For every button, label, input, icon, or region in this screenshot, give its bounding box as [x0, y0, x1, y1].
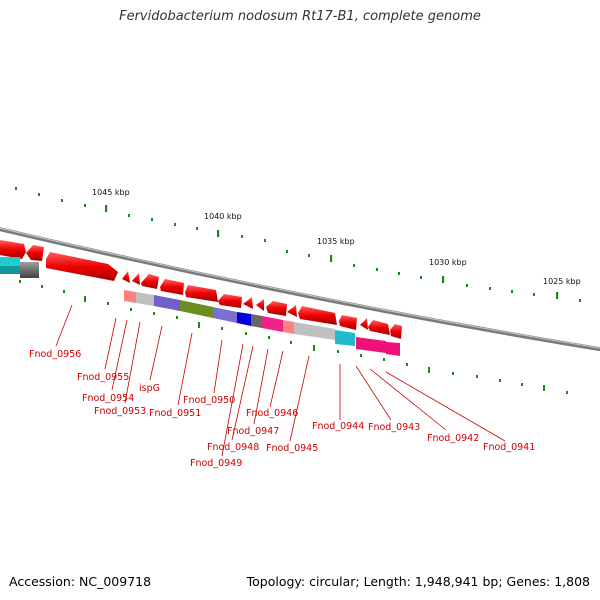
gene-label-fnod-0950: Fnod_0950 — [183, 395, 235, 406]
scale-label-1040: 1040 kbp — [204, 212, 242, 221]
gene-label-fnod-0944: Fnod_0944 — [312, 421, 364, 432]
gene-label-fnod-0956: Fnod_0956 — [29, 349, 81, 360]
gene-label-fnod-0947: Fnod_0947 — [227, 426, 279, 437]
topology-text: Topology: circular; Length: 1,948,941 bp… — [246, 574, 590, 589]
map-title: Fervidobacterium nodosum Rt17-B1, comple… — [119, 9, 481, 24]
scale-ring — [15, 187, 581, 302]
gene-label-ispg: ispG — [139, 383, 160, 394]
genome-backbone — [0, 227, 600, 352]
scale-label-1045: 1045 kbp — [92, 188, 130, 197]
leader-lines — [55, 304, 506, 457]
scale-labels: 1045 kbp 1040 kbp 1035 kbp 1030 kbp 1025… — [92, 188, 581, 286]
accession-text: Accession: NC_009718 — [9, 574, 152, 589]
gene-blocks-lower — [0, 257, 400, 356]
gene-label-fnod-0949: Fnod_0949 — [190, 458, 242, 469]
gene-label-fnod-0951: Fnod_0951 — [149, 408, 201, 419]
scale-label-1025: 1025 kbp — [543, 277, 581, 286]
scale-label-1035: 1035 kbp — [317, 237, 355, 246]
gene-label-fnod-0953: Fnod_0953 — [94, 406, 146, 417]
gene-label-fnod-0941: Fnod_0941 — [483, 442, 535, 453]
gene-label-fnod-0942: Fnod_0942 — [427, 433, 479, 444]
gene-labels: Fnod_0956 Fnod_0955 Fnod_0954 Fnod_0953 … — [29, 349, 535, 469]
gene-label-fnod-0955: Fnod_0955 — [77, 372, 129, 383]
gene-label-fnod-0945: Fnod_0945 — [266, 443, 318, 454]
gene-label-fnod-0946: Fnod_0946 — [246, 408, 298, 419]
gene-arrows-upper — [0, 240, 402, 339]
gene-label-fnod-0954: Fnod_0954 — [82, 393, 134, 404]
scale-label-1030: 1030 kbp — [429, 258, 467, 267]
inner-scale-ring — [19, 280, 568, 394]
gene-label-fnod-0943: Fnod_0943 — [368, 422, 420, 433]
gene-label-fnod-0948: Fnod_0948 — [207, 442, 259, 453]
